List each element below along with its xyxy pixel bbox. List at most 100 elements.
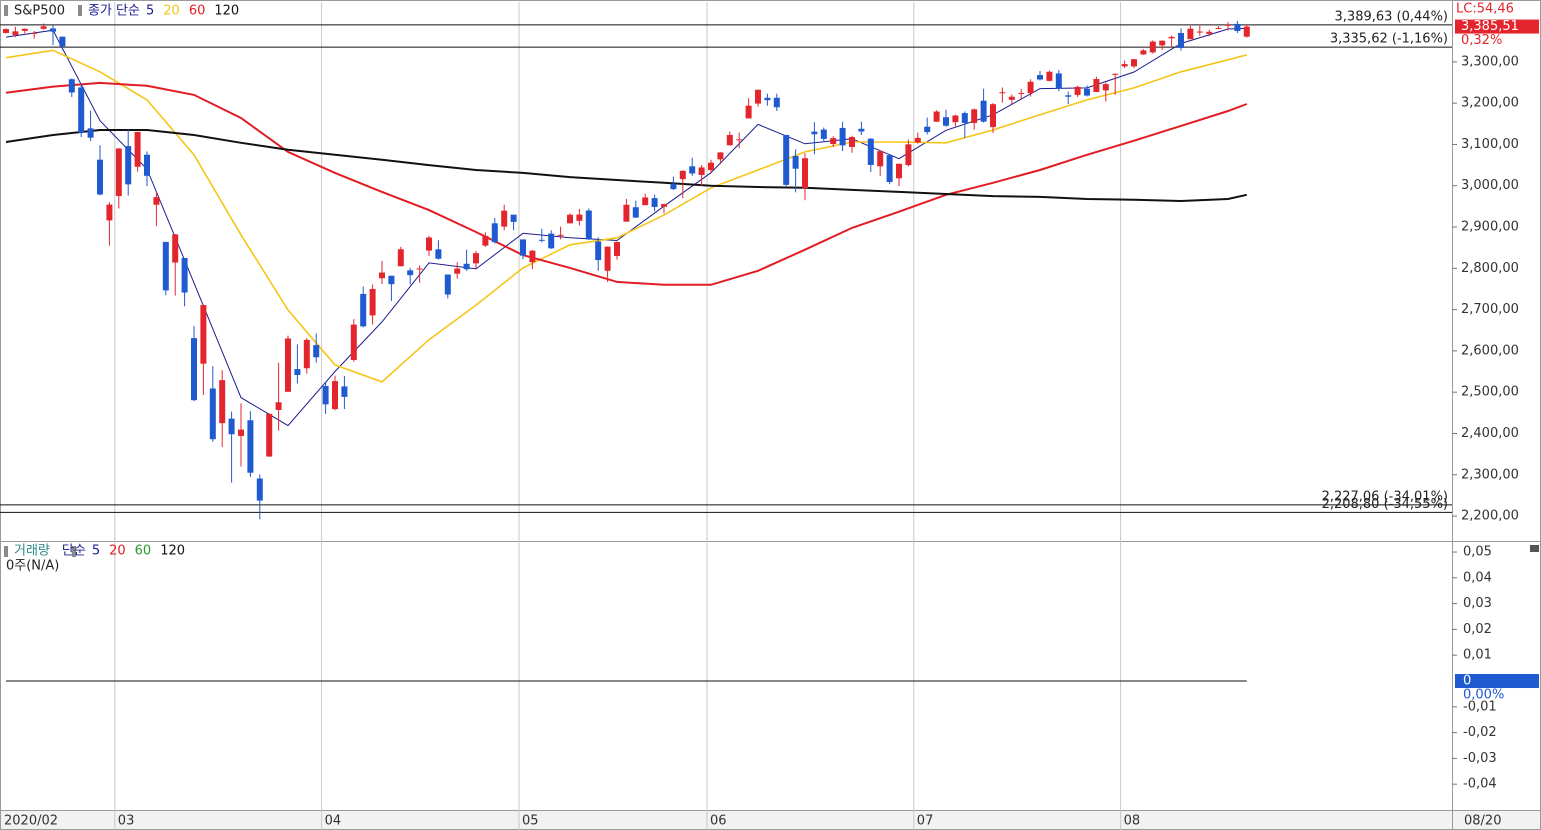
candle-body <box>379 272 385 279</box>
x-tick-label: 2020/02 <box>4 814 58 829</box>
candle-body <box>708 162 714 171</box>
y-tick-label: 2,400,00 <box>1461 426 1519 441</box>
candle-body <box>501 210 508 227</box>
x-tick-label: 08 <box>1124 814 1141 829</box>
candle-body <box>435 249 442 259</box>
candle-body <box>219 380 226 424</box>
y-tick-label: 2,900,00 <box>1461 220 1519 235</box>
candle-body <box>416 268 423 270</box>
candle-body <box>1065 95 1072 97</box>
candle-body <box>1234 23 1241 31</box>
candle-body <box>172 234 179 263</box>
y-tick-label: -0,03 <box>1463 751 1497 766</box>
candle-body <box>905 144 912 166</box>
candle-body <box>360 293 367 327</box>
candle-body <box>125 146 132 185</box>
candle-body <box>181 257 188 293</box>
y-tick-label: 2,300,00 <box>1461 467 1519 482</box>
candle-body <box>3 29 9 33</box>
candle-body <box>830 138 837 145</box>
legend-icon <box>78 5 82 16</box>
candle-body <box>914 137 921 143</box>
x-tick-label: 07 <box>917 814 934 829</box>
y-tick-label: 2,500,00 <box>1461 385 1519 400</box>
candle-body <box>651 198 658 207</box>
candle-body <box>40 26 47 29</box>
last-value-box <box>1455 674 1539 689</box>
candle-body <box>1112 73 1119 75</box>
candle-body <box>388 275 395 285</box>
legend-item: 120 <box>160 544 185 559</box>
candle-body <box>755 89 761 104</box>
candle-body <box>21 28 28 31</box>
candle-body <box>285 338 291 392</box>
candle-body <box>87 128 94 138</box>
last-price-label: 3,385,51 <box>1461 19 1519 34</box>
candle-body <box>971 109 978 123</box>
y-tick-label: 0,01 <box>1463 648 1492 663</box>
moving-average-line <box>5 129 1248 203</box>
x-tick-label: 04 <box>325 814 342 829</box>
candle-body <box>1178 32 1184 48</box>
candle-body <box>313 345 320 358</box>
last-change: 0,00% <box>1463 688 1504 703</box>
candle-body <box>332 381 338 410</box>
x-tick-label: 06 <box>710 814 727 829</box>
candle-body <box>1225 24 1231 26</box>
candle-body <box>209 388 216 440</box>
candle-body <box>1055 73 1062 89</box>
candle-body <box>162 241 169 291</box>
candle-body <box>68 79 75 93</box>
candle-body <box>97 159 103 195</box>
candle-body <box>444 274 451 295</box>
candle-body <box>952 115 959 123</box>
candle-body <box>350 324 357 360</box>
legend-item: 20 <box>163 4 180 19</box>
moving-average-line <box>5 81 1248 286</box>
candle-body <box>896 163 902 179</box>
candle-body <box>595 241 602 261</box>
candle-body <box>115 148 122 197</box>
candle-body <box>1206 31 1213 34</box>
candle-body <box>717 152 724 160</box>
candle-body <box>1187 28 1194 40</box>
candle-body <box>1243 26 1250 37</box>
x-tick-label: 05 <box>522 814 539 829</box>
x-tick-label: 03 <box>118 814 135 829</box>
legend-item: 60 <box>135 544 152 559</box>
y-tick-label: -0,02 <box>1463 725 1497 740</box>
y-tick-label: 3,000,00 <box>1461 178 1519 193</box>
candle-body <box>191 338 197 401</box>
candle-body <box>144 154 150 176</box>
reference-label: 3,389,63 (0,44%) <box>1335 9 1448 24</box>
candle-body <box>59 36 66 47</box>
candle-body <box>670 183 677 190</box>
reference-label: 2,227,06 (-34,01%) <box>1322 489 1448 504</box>
candle-body <box>980 100 987 122</box>
y-tick-label: 3,300,00 <box>1461 54 1519 69</box>
candle-body <box>491 223 498 243</box>
legend-title: 거래량 <box>14 544 50 559</box>
candle-body <box>990 104 996 128</box>
legend-icon <box>4 546 8 557</box>
unit-label: 0주(N/A) <box>6 559 59 574</box>
candle-body <box>1046 71 1053 81</box>
candle-body <box>623 204 630 222</box>
candle-body <box>661 204 667 207</box>
candle-body <box>1168 36 1175 39</box>
legend-prefix: 종가 단순 <box>88 4 140 19</box>
legend-prefix: 단순 <box>62 544 86 559</box>
candle-body <box>642 197 649 206</box>
y-tick-label: 2,800,00 <box>1461 261 1519 276</box>
y-tick-label: 2,200,00 <box>1461 509 1519 524</box>
candle-body <box>266 413 273 457</box>
panel-button[interactable] <box>1530 545 1539 552</box>
candle-body <box>1018 92 1025 94</box>
candle-body <box>999 92 1006 94</box>
candle-body <box>1140 50 1147 55</box>
y-tick-label: 0,04 <box>1463 570 1492 585</box>
candle-body <box>820 129 827 139</box>
candle-body <box>1159 40 1166 46</box>
